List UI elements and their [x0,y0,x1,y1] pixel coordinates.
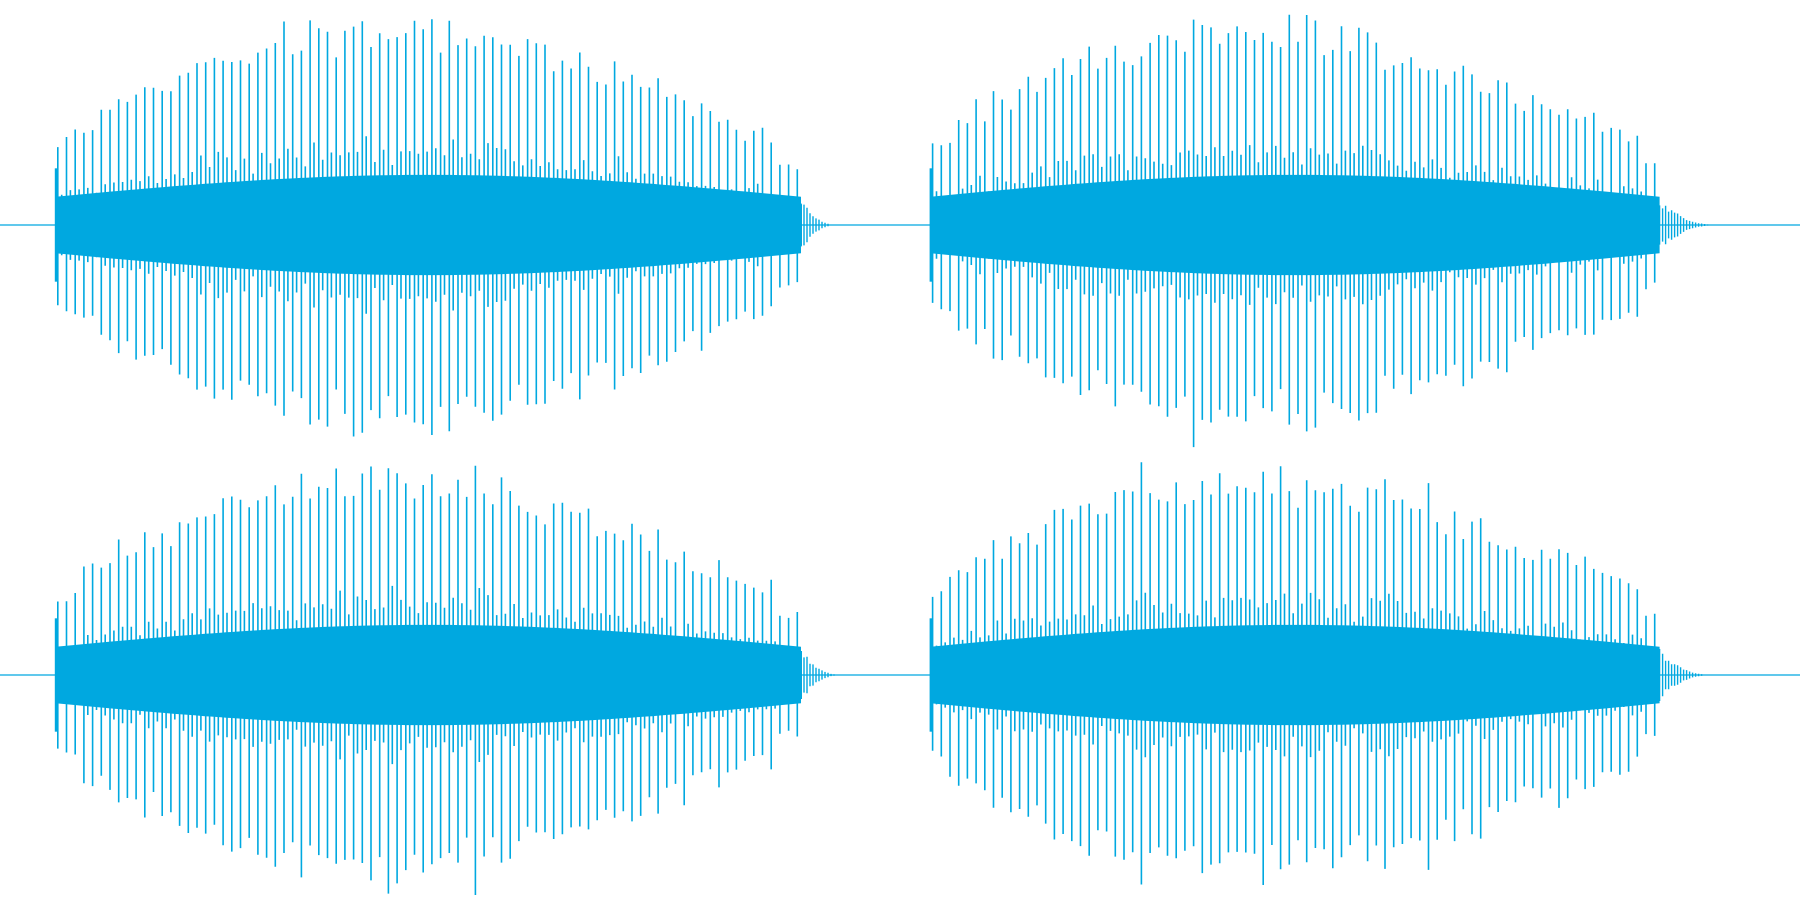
waveform-body [930,174,1660,276]
tone-burst [54,19,835,437]
waveform-body [55,174,802,276]
waveform-tail [800,203,835,247]
waveform-onset [929,168,933,282]
waveform-onset [54,168,58,282]
waveform-body [55,624,802,726]
waveform-tail [800,654,838,696]
waveform-tail [1658,649,1709,701]
waveform-tail [1658,205,1715,245]
waveform-body [930,624,1660,726]
waveform-onset [54,618,58,732]
waveform-channel-1 [0,14,1800,448]
tone-burst [54,465,838,895]
tone-burst [929,14,1715,448]
waveform-channel-2 [0,462,1800,895]
tone-burst [929,462,1709,885]
waveform-onset [929,618,933,732]
